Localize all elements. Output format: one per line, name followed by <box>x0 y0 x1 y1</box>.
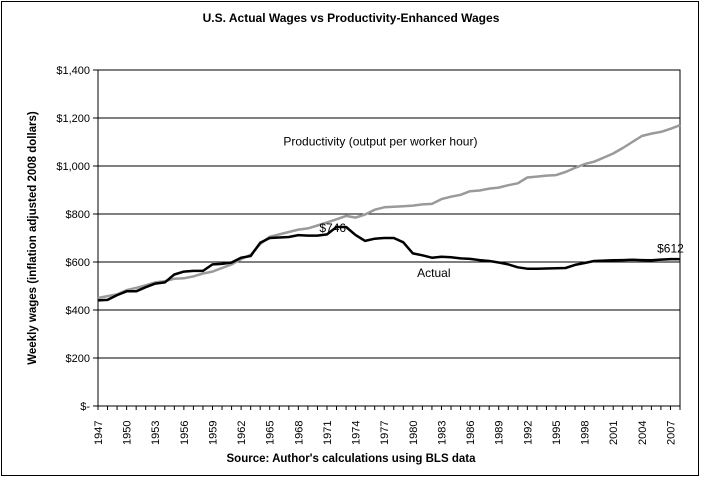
productivity-series-label: Productivity (output per worker hour) <box>283 135 477 149</box>
x-tick-label: 1953 <box>150 421 162 445</box>
x-tick-label: 1950 <box>122 421 134 445</box>
x-tick-label: 2001 <box>608 421 620 445</box>
actual-series-label: Actual <box>417 266 450 280</box>
x-tick-label: 1989 <box>494 421 506 445</box>
x-axis-label: Source: Author's calculations using BLS … <box>227 453 477 465</box>
x-tick-label: 1968 <box>293 421 305 445</box>
series-layer <box>97 124 681 302</box>
y-tick-label: $1,400 <box>56 65 90 77</box>
y-tick-label: $600 <box>66 257 90 269</box>
x-tick-label: 1962 <box>236 421 248 445</box>
chart-title: U.S. Actual Wages vs Productivity-Enhanc… <box>203 11 500 25</box>
y-tick-label: $800 <box>66 209 90 221</box>
x-tick-label: 1965 <box>265 421 277 445</box>
x-tick-label: 1959 <box>207 421 219 445</box>
y-axis-ticks: $- $200 $400 $600 $800 $1,000 $1,200 $1,400 <box>56 65 98 413</box>
y-tick-label: $- <box>80 401 90 413</box>
y-tick-label: $200 <box>66 353 90 365</box>
x-tick-label: 1956 <box>179 421 191 445</box>
x-tick-label: 2007 <box>665 421 677 445</box>
plot-area <box>97 69 681 407</box>
x-tick-label: 1974 <box>351 421 363 445</box>
actual-wages-line <box>97 225 680 302</box>
x-tick-label: 1971 <box>322 421 334 445</box>
x-tick-label: 1983 <box>436 421 448 445</box>
productivity-line <box>97 124 681 300</box>
y-axis-label: Weekly wages (inflation adjusted 2008 do… <box>27 111 39 365</box>
x-tick-label: 1992 <box>522 421 534 445</box>
x-tick-label: 1980 <box>408 421 420 445</box>
x-tick-label: 1986 <box>465 421 477 445</box>
peak-value-label: $746 <box>319 221 346 235</box>
x-tick-label: 1995 <box>551 421 563 445</box>
x-tick-label: 1977 <box>379 421 391 445</box>
latest-value-label: $612 <box>657 241 684 255</box>
x-tick-label: 1998 <box>580 421 592 445</box>
x-tick-label: 2004 <box>637 421 649 445</box>
y-tick-label: $1,000 <box>56 161 90 173</box>
x-tick-label: 1947 <box>93 421 105 445</box>
annotations: Productivity (output per worker hour) $74… <box>283 135 684 281</box>
gridlines <box>98 117 680 359</box>
y-tick-label: $1,200 <box>56 113 90 125</box>
y-tick-label: $400 <box>66 305 90 317</box>
x-axis-ticks: 1947 1950 1953 1956 1959 1962 1965 1968 1971 1974… <box>93 406 681 445</box>
